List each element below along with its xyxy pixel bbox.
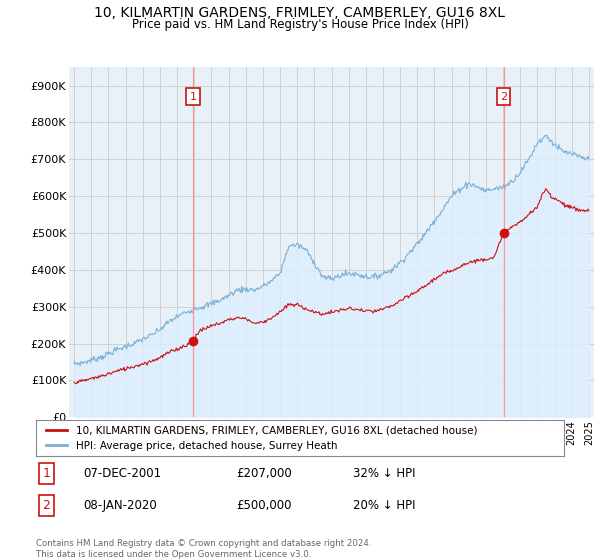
Text: Price paid vs. HM Land Registry's House Price Index (HPI): Price paid vs. HM Land Registry's House …	[131, 18, 469, 31]
Text: 2: 2	[500, 92, 507, 102]
Text: 32% ↓ HPI: 32% ↓ HPI	[353, 467, 415, 480]
Text: Contains HM Land Registry data © Crown copyright and database right 2024.
This d: Contains HM Land Registry data © Crown c…	[36, 539, 371, 559]
Text: 1: 1	[190, 92, 196, 102]
Text: 07-DEC-2001: 07-DEC-2001	[83, 467, 161, 480]
Text: 20% ↓ HPI: 20% ↓ HPI	[353, 499, 415, 512]
Text: 2: 2	[43, 499, 50, 512]
Text: 10, KILMARTIN GARDENS, FRIMLEY, CAMBERLEY, GU16 8XL: 10, KILMARTIN GARDENS, FRIMLEY, CAMBERLE…	[95, 6, 505, 20]
Legend: 10, KILMARTIN GARDENS, FRIMLEY, CAMBERLEY, GU16 8XL (detached house), HPI: Avera: 10, KILMARTIN GARDENS, FRIMLEY, CAMBERLE…	[46, 426, 477, 451]
Text: 08-JAN-2020: 08-JAN-2020	[83, 499, 157, 512]
Text: £207,000: £207,000	[236, 467, 292, 480]
Text: £500,000: £500,000	[236, 499, 292, 512]
Text: 1: 1	[43, 467, 50, 480]
